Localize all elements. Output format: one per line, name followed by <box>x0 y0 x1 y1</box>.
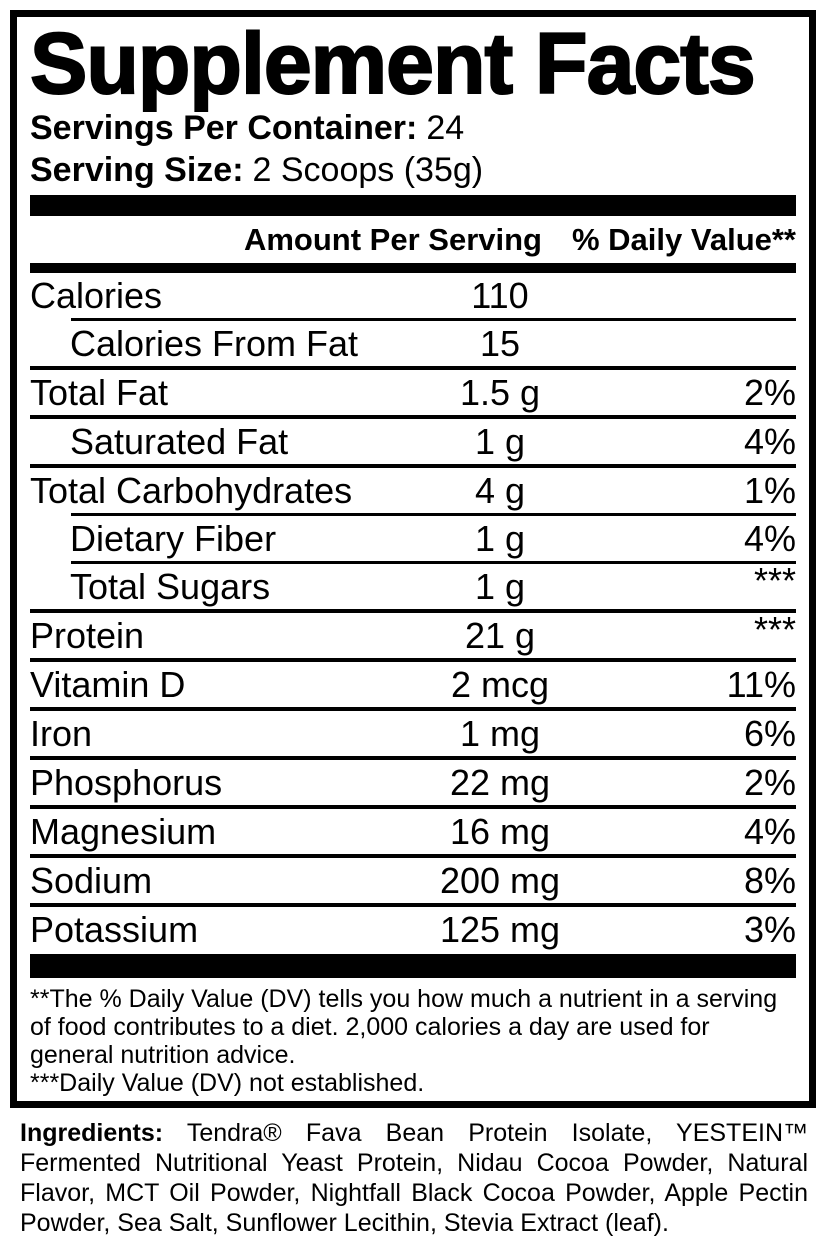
row-iron: Iron 1 mg 6% <box>30 711 796 756</box>
nutrient-name: Total Fat <box>30 371 169 413</box>
nutrient-amount: 16 mg <box>449 810 551 852</box>
ingredients-label: Ingredients: <box>20 1119 164 1147</box>
supplement-facts-panel: Supplement Facts Servings Per Container:… <box>10 10 816 1108</box>
nutrient-name: Potassium <box>30 908 199 950</box>
nutrient-amount: 1 g <box>474 565 526 607</box>
servings-per-container: Servings Per Container: 24 <box>30 107 796 149</box>
nutrient-name: Iron <box>30 712 93 754</box>
nutrient-daily-value: 3% <box>743 908 796 950</box>
row-divider <box>30 854 796 858</box>
nutrient-name: Dietary Fiber <box>70 517 277 559</box>
servings-per-container-value: 24 <box>426 109 465 147</box>
nutrient-amount: 2 mcg <box>450 663 550 705</box>
row-divider <box>30 366 796 370</box>
nutrient-daily-value: 11% <box>726 663 796 705</box>
row-divider <box>30 464 796 468</box>
nutrient-daily-value: 2% <box>743 761 796 803</box>
nutrient-name: Calories From Fat <box>70 322 359 364</box>
serving-size-value: 2 Scoops (35g) <box>252 151 484 189</box>
nutrient-amount: 110 <box>471 274 529 316</box>
ingredients-paragraph: Ingredients: Tendra® Fava Bean Protein I… <box>20 1118 808 1236</box>
ingredients-text: Tendra® Fava Bean Protein Isolate, YESTE… <box>20 1119 808 1236</box>
nutrient-daily-value: 2% <box>743 371 796 413</box>
divider-thick-bottom <box>30 954 796 978</box>
divider-thick-top <box>30 195 796 216</box>
nutrient-name: Sodium <box>30 859 153 901</box>
row-divider <box>30 707 796 711</box>
nutrient-daily-value: 8% <box>743 859 796 901</box>
row-divider <box>71 561 796 564</box>
row-total-carbohydrates: Total Carbohydrates 4 g 1% <box>30 468 796 513</box>
divider-header <box>30 263 796 273</box>
nutrient-amount: 4 g <box>474 469 526 511</box>
nutrient-daily-value: 4% <box>743 810 796 852</box>
row-calories: Calories 110 <box>30 273 796 318</box>
nutrient-name: Saturated Fat <box>70 420 289 462</box>
nutrient-amount: 1 g <box>474 517 526 559</box>
row-protein: Protein 21 g *** <box>30 609 796 658</box>
nutrient-daily-value: 1% <box>743 469 796 511</box>
row-divider <box>30 756 796 760</box>
row-potassium: Potassium 125 mg 3% <box>30 907 796 952</box>
row-divider <box>71 513 796 516</box>
nutrient-name: Magnesium <box>30 810 217 852</box>
row-magnesium: Magnesium 16 mg 4% <box>30 809 796 854</box>
row-saturated-fat: Saturated Fat 1 g 4% <box>30 419 796 464</box>
footnotes: **The % Daily Value (DV) tells you how m… <box>30 985 796 1097</box>
row-divider <box>30 805 796 809</box>
servings-per-container-label: Servings Per Container: <box>30 109 418 147</box>
row-vitamin-d: Vitamin D 2 mcg 11% <box>30 662 796 707</box>
daily-value-footnote: **The % Daily Value (DV) tells you how m… <box>30 985 778 1069</box>
nutrient-amount: 1 g <box>474 420 526 462</box>
nutrient-daily-value: 4% <box>743 420 796 462</box>
nutrient-name: Total Sugars <box>70 565 271 607</box>
row-divider <box>71 318 796 321</box>
column-header-daily-value: % Daily Value** <box>571 222 796 257</box>
serving-size: Serving Size: 2 Scoops (35g) <box>30 149 796 191</box>
nutrient-amount: 15 <box>479 322 521 364</box>
row-sodium: Sodium 200 mg 8% <box>30 858 796 903</box>
nutrient-name: Phosphorus <box>30 761 223 803</box>
row-divider <box>30 903 796 907</box>
row-divider <box>30 609 796 613</box>
serving-size-label: Serving Size: <box>30 151 244 189</box>
nutrient-daily-value: 6% <box>743 712 796 754</box>
nutrient-amount: 22 mg <box>449 761 551 803</box>
row-total-fat: Total Fat 1.5 g 2% <box>30 370 796 415</box>
table-header: Amount Per Serving % Daily Value** <box>30 216 796 263</box>
nutrient-daily-value: *** <box>753 559 796 601</box>
not-established-footnote: ***Daily Value (DV) not established. <box>30 1069 425 1097</box>
nutrient-amount: 1.5 g <box>459 371 541 413</box>
nutrient-name: Calories <box>30 274 163 316</box>
nutrient-amount: 125 mg <box>439 908 561 950</box>
row-calories-from-fat: Calories From Fat 15 <box>30 321 796 366</box>
nutrient-amount: 1 mg <box>459 712 541 754</box>
nutrient-name: Total Carbohydrates <box>30 469 353 511</box>
row-phosphorus: Phosphorus 22 mg 2% <box>30 760 796 805</box>
row-divider <box>30 415 796 419</box>
nutrient-name: Vitamin D <box>30 663 186 705</box>
nutrient-daily-value: *** <box>753 608 796 650</box>
nutrient-amount: 200 mg <box>439 859 561 901</box>
nutrient-name: Protein <box>30 614 145 656</box>
nutrient-amount: 21 g <box>464 614 536 656</box>
row-total-sugars: Total Sugars 1 g *** <box>30 560 796 609</box>
row-divider <box>30 658 796 662</box>
row-dietary-fiber: Dietary Fiber 1 g 4% <box>30 516 796 561</box>
column-header-amount: Amount Per Serving <box>243 222 542 257</box>
page-title: Supplement Facts <box>29 16 757 112</box>
nutrient-daily-value: 4% <box>743 517 796 559</box>
